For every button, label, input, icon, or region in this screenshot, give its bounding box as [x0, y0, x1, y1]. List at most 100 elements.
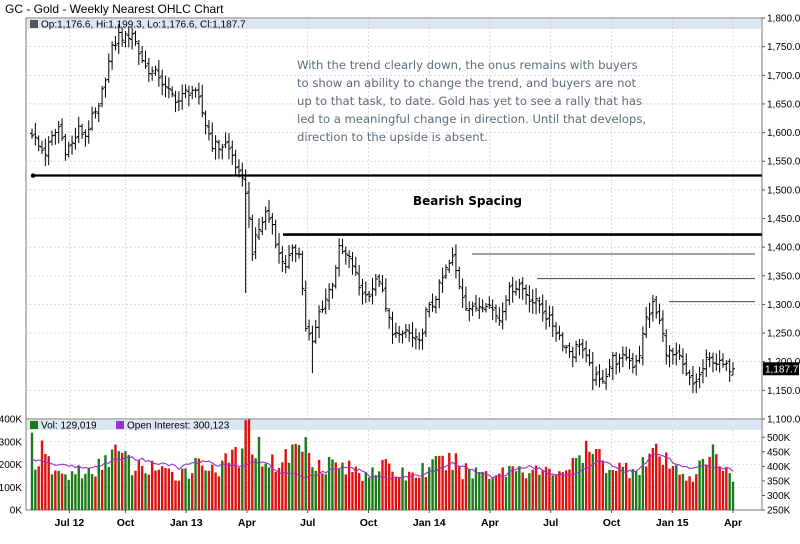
volume-bar — [668, 468, 671, 510]
x-tick-label: Jul — [300, 517, 315, 529]
volume-bar — [47, 456, 50, 510]
ohlc-bar — [650, 294, 655, 322]
ohlc-bar — [527, 285, 532, 313]
volume-bar — [301, 451, 304, 510]
oi-tick-label: 500K — [767, 433, 791, 444]
volume-bar — [154, 470, 157, 510]
x-tick-label: Apr — [481, 517, 499, 529]
volume-bar — [494, 475, 498, 510]
volume-tick-label: 300K — [0, 437, 22, 448]
ohlc-bar — [130, 27, 135, 50]
ohlc-bar — [70, 135, 75, 155]
ohlc-bar — [634, 354, 639, 376]
last-price-label: 1,187.7 — [765, 364, 799, 375]
ohlc-bar — [497, 307, 502, 326]
volume-bar — [241, 448, 244, 510]
volume-panel: 0K 100K 200K 300K 400K 250K 300K 350K 400K 450K 50… — [0, 415, 791, 517]
volume-bar — [401, 467, 404, 510]
volume-bar — [44, 454, 47, 510]
volume-bar — [611, 470, 615, 510]
volume-bar — [304, 437, 307, 510]
ohlc-bar — [327, 283, 332, 310]
x-axis: Jul 12 Oct Jan 13 Apr Jul Oct Jan 14 Apr Jul Oct J… — [54, 510, 742, 529]
volume-tick-label: 0K — [10, 506, 23, 517]
ohlc-bar — [437, 279, 442, 309]
volume-bar — [37, 466, 40, 510]
volume-bar — [114, 444, 117, 510]
volume-bar — [387, 463, 391, 510]
price-tick-label: 1,600.0 — [767, 128, 800, 139]
ohlc-bar — [300, 250, 305, 296]
price-tick-label: 1,100.0 — [767, 415, 800, 426]
volume-bar — [524, 478, 528, 510]
volume-bar — [571, 457, 574, 510]
ohlc-bar — [570, 346, 575, 368]
volume-bar — [411, 472, 414, 510]
ohlc-bar — [36, 135, 41, 152]
ohlc-bar — [667, 345, 672, 368]
volume-bar — [211, 464, 214, 510]
volume-bar — [488, 478, 491, 510]
volume-bar — [281, 462, 284, 510]
volume-bar — [458, 466, 461, 510]
ohlc-bar — [473, 294, 478, 312]
ohlc-bar — [56, 120, 61, 144]
volume-bar — [84, 473, 87, 510]
volume-bar — [367, 477, 371, 510]
volume-bar — [688, 476, 691, 510]
ohlc-bar — [517, 278, 522, 299]
ohlc-bar — [216, 139, 221, 160]
volume-bar — [171, 471, 174, 510]
volume-bar — [464, 463, 468, 510]
volume-series — [30, 419, 735, 510]
volume-bar — [414, 477, 418, 510]
ohlc-bar — [43, 138, 48, 166]
volume-bar — [658, 456, 661, 510]
volume-bar — [144, 473, 147, 510]
volume-bar — [54, 470, 57, 510]
ohlc-bar — [357, 264, 362, 296]
ohlc-bar — [66, 141, 71, 158]
ohlc-bar — [166, 77, 171, 99]
ohlc-bar — [430, 293, 435, 312]
ohlc-bar — [370, 277, 375, 305]
volume-bar — [491, 477, 494, 510]
volume-bar — [60, 473, 64, 510]
volume-bar — [341, 462, 344, 510]
price-legend: Op:1,176.6, Hi:1,199.3, Lo:1,176.6, Cl:1… — [41, 20, 246, 31]
volume-bar — [274, 471, 277, 510]
ohlc-bar — [600, 369, 605, 384]
ohlc-bar — [690, 366, 695, 394]
ohlc-bar — [203, 110, 208, 135]
volume-bar — [728, 473, 731, 510]
volume-bar — [204, 470, 207, 510]
volume-bar — [284, 449, 287, 510]
volume-bar — [104, 455, 107, 510]
volume-bar — [264, 463, 267, 510]
price-tick-label: 1,500.0 — [767, 185, 800, 196]
volume-bar — [691, 481, 695, 510]
ohlc-bar — [250, 214, 255, 261]
ohlc-bar — [390, 311, 395, 344]
volume-bar — [538, 474, 541, 510]
ohlc-bar — [731, 362, 735, 376]
ohlc-bar — [383, 278, 388, 313]
volume-bar — [394, 476, 398, 510]
volume-bar — [638, 475, 641, 510]
ohlc-bar — [540, 294, 545, 322]
ohlc-bar — [260, 216, 265, 236]
volume-bar — [324, 474, 327, 510]
volume-bar — [177, 480, 181, 510]
x-tick-label: Oct — [360, 517, 378, 529]
volume-tick-label: 100K — [0, 483, 22, 494]
ohlc-bar — [717, 350, 722, 373]
volume-bar — [337, 468, 341, 510]
volume-bar — [685, 480, 688, 510]
volume-bar — [87, 468, 90, 510]
ohlc-bar — [287, 245, 292, 270]
volume-bar — [140, 465, 144, 510]
ohlc-bar — [724, 360, 729, 372]
volume-bar — [574, 458, 578, 510]
volume-bar — [705, 465, 708, 510]
ohlc-bar — [660, 310, 665, 343]
